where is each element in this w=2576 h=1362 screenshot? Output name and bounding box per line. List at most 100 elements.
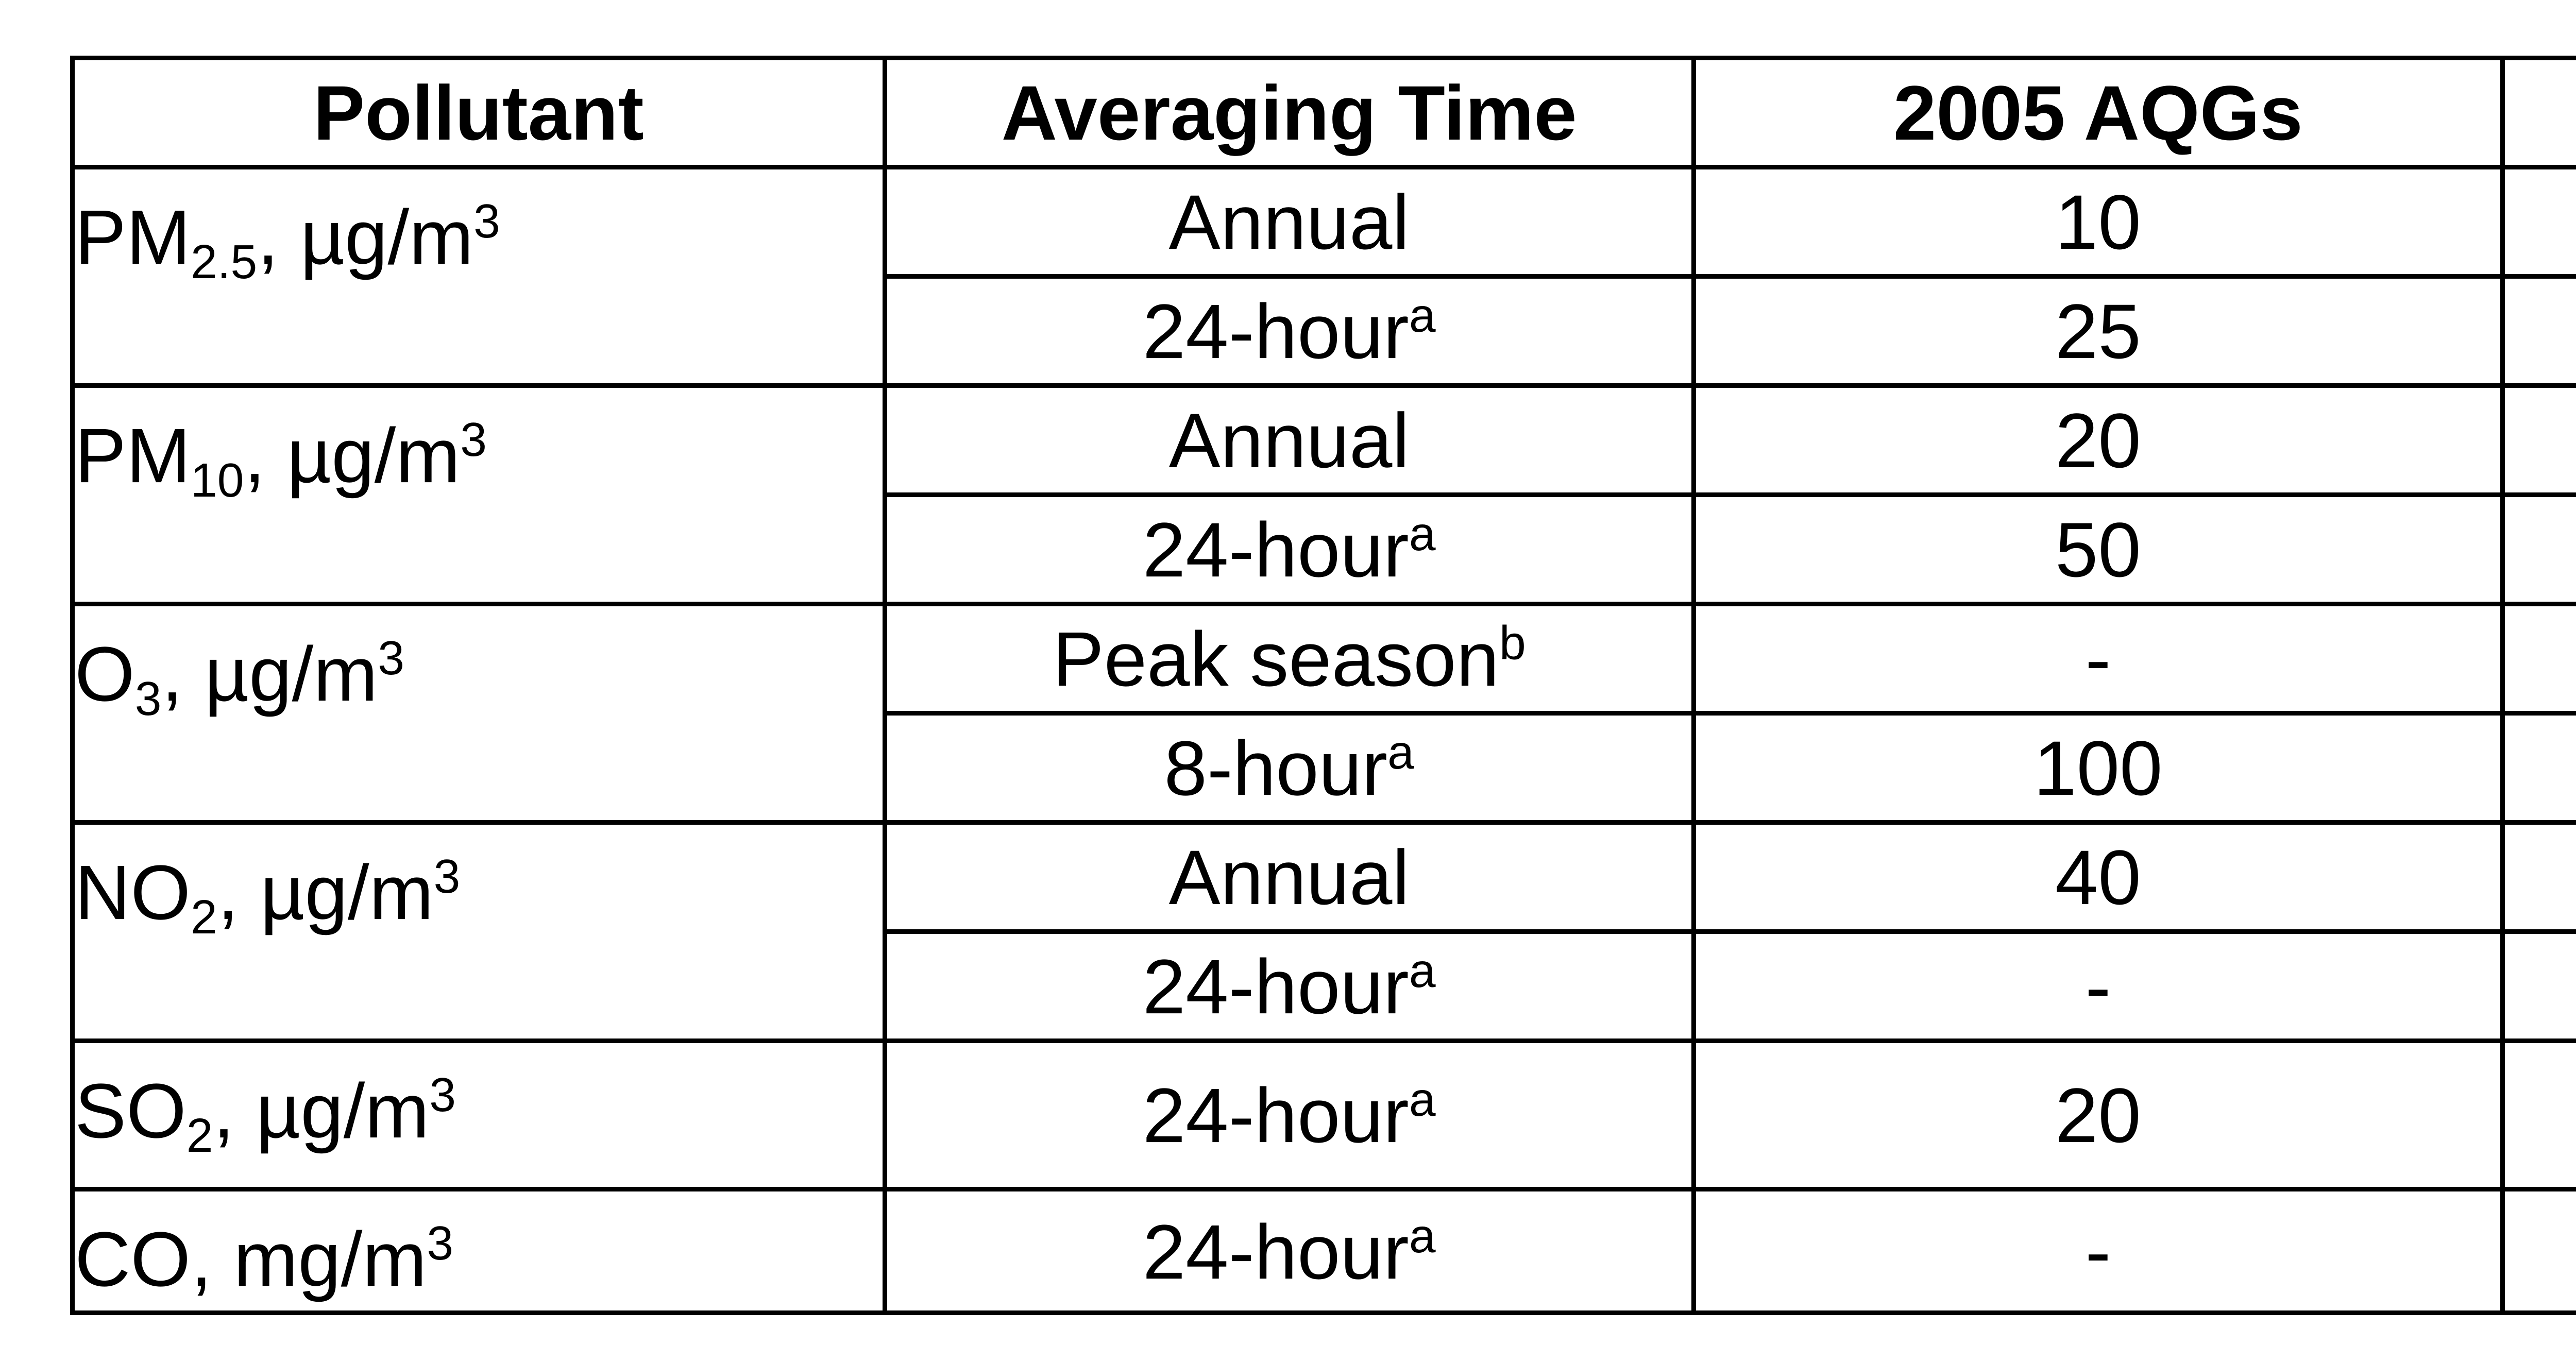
averaging-time-cell: Annual xyxy=(882,383,1696,497)
averaging-time-text: Annual xyxy=(1168,178,1410,265)
averaging-time-cell: Annual xyxy=(882,820,1696,934)
aqg-2005-cell: 40 xyxy=(1691,820,2505,934)
footnote-marker: a xyxy=(1409,288,1436,343)
pollutant-text: , µg/m xyxy=(161,631,378,718)
aqg-2021-cell: 60 xyxy=(2500,602,2576,716)
header-2005-aqgs: 2005 AQGs xyxy=(1691,56,2505,169)
table-row: 24-houra2515 xyxy=(73,274,2576,388)
averaging-time-text: 24-hour xyxy=(1142,288,1409,375)
averaging-time-text: 8-hour xyxy=(1164,725,1388,812)
pollutant-label: CO, mg/m3 xyxy=(75,1194,880,1308)
pollutant-subscript: 2 xyxy=(191,890,217,944)
averaging-time-text: 24-hour xyxy=(1142,1208,1409,1295)
aqg-2021-cell: 40 xyxy=(2500,1038,2576,1192)
averaging-time-text: 24-hour xyxy=(1142,943,1409,1030)
aqg-2005-cell: 10 xyxy=(1691,165,2505,279)
pollutant-label: PM10, µg/m3 xyxy=(75,390,880,532)
aqg-2021-cell: 10 xyxy=(2500,820,2576,934)
averaging-time-text: Annual xyxy=(1168,833,1410,921)
table-body: PM2.5, µg/m3Annual10524-houra2515PM10, µ… xyxy=(70,165,2576,1316)
averaging-time-cell: Annual xyxy=(882,165,1696,279)
pollutant-text: , µg/m xyxy=(257,194,474,281)
pollutant-cell: NO2, µg/m3 xyxy=(70,820,887,1043)
unit-superscript: 3 xyxy=(427,1216,454,1270)
pollutant-label: PM2.5, µg/m3 xyxy=(75,172,880,314)
unit-superscript: 3 xyxy=(429,1068,456,1121)
aqg-table-wrapper: Pollutant Averaging Time 2005 AQGs 2021 … xyxy=(70,56,2576,1316)
table-row: 8-houra100100 xyxy=(73,711,2576,825)
pollutant-cell: PM2.5, µg/m3 xyxy=(70,165,887,388)
aqg-2005-cell: - xyxy=(1691,1187,2505,1316)
pollutant-subscript: 10 xyxy=(191,453,244,507)
aqg-2005-cell: 100 xyxy=(1691,711,2505,825)
table-row: NO2, µg/m3 Annual 4010 xyxy=(70,820,2576,1043)
unit-superscript: 3 xyxy=(473,194,500,248)
aqg-comparison-table: Pollutant Averaging Time 2005 AQGs 2021 … xyxy=(70,56,2576,1316)
pollutant-cell: CO, mg/m3 xyxy=(70,1187,887,1316)
footnote-marker: a xyxy=(1409,507,1436,561)
aqg-2021-cell: 25 xyxy=(2500,929,2576,1043)
averaging-time-cell: 8-houra xyxy=(882,711,1696,825)
averaging-time-text: Peak season xyxy=(1052,616,1499,703)
header-averaging-time: Averaging Time xyxy=(882,56,1696,169)
averaging-time-cell: 24-houra xyxy=(882,274,1696,388)
aqg-2021-cell: 5 xyxy=(2500,165,2576,279)
averaging-time-cell: 24-houra xyxy=(882,929,1696,1043)
aqg-2021-cell: 4 xyxy=(2500,1187,2576,1316)
footnote-marker: b xyxy=(1499,616,1526,670)
pollutant-text: , µg/m xyxy=(213,1067,430,1154)
pollutant-text: O xyxy=(75,631,135,718)
averaging-time-text: 24-hour xyxy=(1142,1072,1409,1159)
aqg-2005-cell: 20 xyxy=(1691,1038,2505,1192)
table-row: 24-houra5045 xyxy=(73,492,2576,606)
pollutant-subscript: 2 xyxy=(186,1109,213,1163)
aqg-2021-cell: 45 xyxy=(2500,492,2576,606)
aqg-2005-cell: 20 xyxy=(1691,383,2505,497)
footnote-marker: a xyxy=(1387,725,1414,779)
pollutant-cell: SO2, µg/m3 xyxy=(70,1038,887,1192)
pollutant-subscript: 2.5 xyxy=(191,235,258,289)
pollutant-label: NO2, µg/m3 xyxy=(75,827,880,969)
pollutant-text: NO xyxy=(75,849,191,936)
table-row: PM10, µg/m3 Annual 2015 xyxy=(70,383,2576,606)
aqg-2021-cell: 15 xyxy=(2500,383,2576,497)
unit-superscript: 3 xyxy=(378,631,404,685)
table-header-row: Pollutant Averaging Time 2005 AQGs 2021 … xyxy=(70,56,2576,169)
pollutant-subscript: 3 xyxy=(134,672,162,726)
pollutant-text: , µg/m xyxy=(217,849,434,936)
footnote-marker: a xyxy=(1409,944,1436,998)
header-2021-aqgs: 2021 AQGs xyxy=(2500,56,2576,169)
header-pollutant: Pollutant xyxy=(70,56,887,169)
averaging-time-cell: Peak seasonb xyxy=(882,602,1696,716)
pollutant-text: , µg/m xyxy=(244,412,461,499)
pollutant-cell: O3, µg/m3 xyxy=(70,602,887,825)
averaging-time-text: Annual xyxy=(1168,397,1410,484)
pollutant-label: O3, µg/m3 xyxy=(75,609,880,751)
aqg-2005-cell: 25 xyxy=(1691,274,2505,388)
averaging-time-cell: 24-houra xyxy=(882,492,1696,606)
averaging-time-cell: 24-houra xyxy=(882,1187,1696,1316)
pollutant-text: CO, mg/m xyxy=(75,1216,427,1303)
pollutant-text: PM xyxy=(75,412,191,499)
pollutant-text: SO xyxy=(75,1067,187,1154)
table-row: PM2.5, µg/m3 Annual 105 xyxy=(70,165,2576,388)
aqg-2021-cell: 100 xyxy=(2500,711,2576,825)
aqg-2005-cell: - xyxy=(1691,602,2505,716)
averaging-time-text: 24-hour xyxy=(1142,506,1409,593)
footnote-marker: a xyxy=(1409,1208,1436,1263)
aqg-2005-cell: - xyxy=(1691,929,2505,1043)
footnote-marker: a xyxy=(1409,1072,1436,1127)
table-row: 24-houra-25 xyxy=(73,929,2576,1043)
aqg-2005-cell: 50 xyxy=(1691,492,2505,606)
pollutant-text: PM xyxy=(75,194,191,281)
unit-superscript: 3 xyxy=(433,849,461,903)
averaging-time-cell: 24-houra xyxy=(882,1038,1696,1192)
pollutant-label: SO2, µg/m3 xyxy=(75,1046,880,1185)
aqg-2021-cell: 15 xyxy=(2500,274,2576,388)
unit-superscript: 3 xyxy=(460,413,487,466)
pollutant-cell: PM10, µg/m3 xyxy=(70,383,887,606)
